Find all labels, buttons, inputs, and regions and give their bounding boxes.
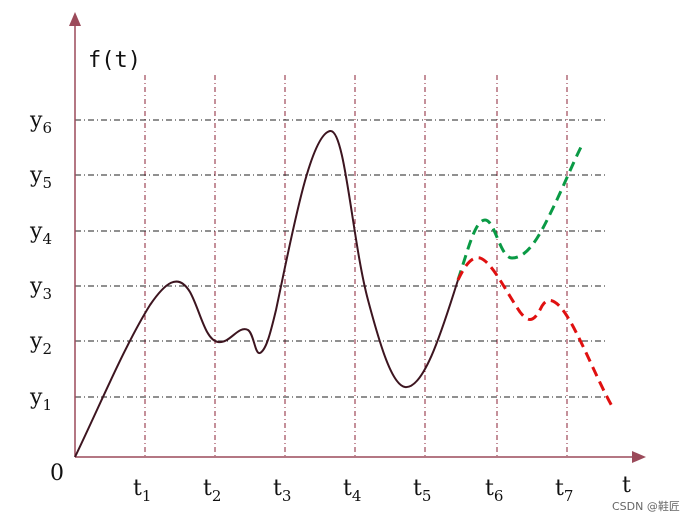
x-tick-label-symbol: t	[413, 476, 422, 501]
x-tick-label-symbol: t	[203, 476, 212, 501]
y-tick-label-symbol: y	[29, 108, 43, 133]
y-tick-label-subscript: 5	[42, 174, 52, 192]
x-tick-label: t1	[133, 476, 151, 505]
x-tick-label: t6	[485, 476, 503, 505]
x-tick-label-subscript: 3	[282, 487, 292, 505]
y-tick-label-subscript: 1	[42, 396, 52, 414]
x-tick-label-symbol: t	[343, 476, 352, 501]
y-tick-label: y1	[29, 385, 52, 414]
y-tick-label-symbol: y	[29, 274, 43, 299]
curve-observed	[74, 130, 459, 458]
y-tick-label-subscript: 4	[42, 230, 52, 248]
x-tick-label-subscript: 1	[142, 487, 152, 505]
x-tick-label-subscript: 6	[494, 487, 504, 505]
x-tick-label: t2	[203, 476, 221, 505]
x-tick-label-subscript: 5	[422, 487, 432, 505]
watermark: CSDN @鞋匠	[612, 499, 680, 513]
y-tick-label-symbol: y	[29, 385, 43, 410]
x-tick-label-subscript: 4	[352, 487, 362, 505]
x-axis-arrow	[632, 451, 646, 463]
x-tick-label: t3	[273, 476, 291, 505]
grid	[75, 75, 605, 457]
y-tick-label: y4	[29, 219, 52, 248]
y-tick-label: y2	[29, 329, 52, 358]
y-tick-label-subscript: 3	[42, 285, 52, 303]
x-tick-label-subscript: 2	[212, 487, 222, 505]
x-tick-label-symbol: t	[133, 476, 142, 501]
x-tick-label-subscript: 7	[564, 487, 574, 505]
y-axis-label: f(t)	[88, 48, 141, 73]
y-tick-label-subscript: 6	[42, 119, 52, 137]
x-tick-label-symbol: t	[485, 476, 494, 501]
origin-label: 0	[50, 461, 64, 486]
y-tick-label-symbol: y	[29, 329, 43, 354]
y-tick-label-subscript: 2	[42, 340, 52, 358]
x-tick-label-symbol: t	[273, 476, 282, 501]
y-tick-label: y6	[29, 108, 52, 137]
y-axis-arrow	[69, 12, 81, 26]
x-tick-label: t5	[413, 476, 431, 505]
x-tick-label-symbol: t	[555, 476, 564, 501]
y-tick-label-symbol: y	[29, 163, 43, 188]
y-tick-label-symbol: y	[29, 219, 43, 244]
curve-forecast-down	[456, 256, 615, 409]
x-tick-label: t4	[343, 476, 361, 505]
y-tick-label: y3	[29, 274, 52, 303]
x-axis-label: t	[622, 473, 631, 498]
curve-forecast-up	[456, 144, 584, 281]
x-tick-label: t7	[555, 476, 573, 505]
y-tick-label: y5	[29, 163, 52, 192]
